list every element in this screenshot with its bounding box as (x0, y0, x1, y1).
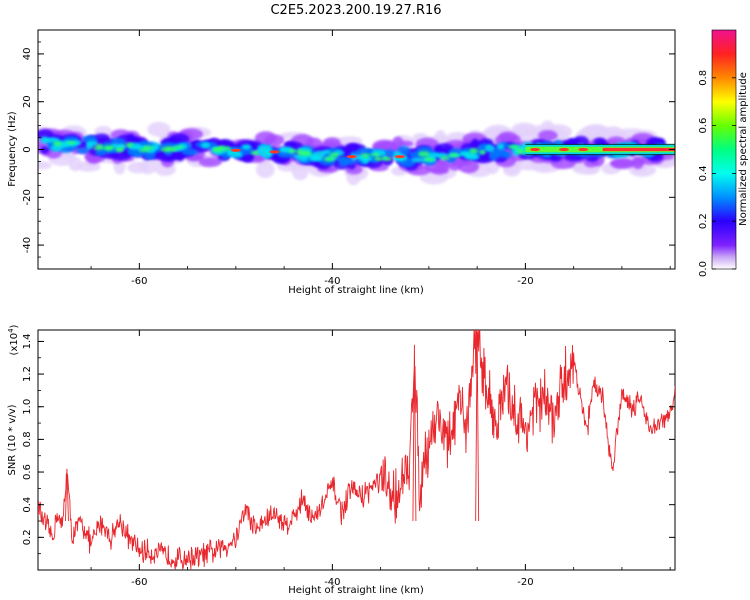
x-tick-label: -40 (324, 577, 340, 588)
snr-series-line (38, 330, 675, 570)
colorbar-label: Normalized spectral amplitude (738, 72, 749, 226)
snr-xlabel: Height of straight line (km) (288, 585, 424, 596)
colorbar-tick-label: 0.4 (698, 165, 709, 181)
snr-ticks: -60 -40 -20 0.2 0.4 0.6 0.8 1.0 1.2 1.4 (22, 330, 675, 588)
y-tick-label: 1.4 (22, 333, 33, 349)
y-tick-label: -40 (22, 237, 33, 253)
x-tick-label: -40 (324, 276, 340, 287)
y-tick-label: 40 (22, 48, 33, 61)
snr-ylabel: SNR (10 * v/v) (7, 404, 18, 475)
spectrogram-ridge-core (230, 143, 675, 159)
y-tick-label: 0.4 (22, 497, 33, 513)
colorbar-gradient (711, 29, 737, 270)
colorbar: 0.0 0.2 0.4 0.6 0.8 Normalized spectral ampl… (698, 29, 749, 277)
snr-peak (412, 344, 417, 522)
x-tick-label: -20 (517, 276, 533, 287)
chart-title: C2E5.2023.200.19.27.R16 (270, 3, 441, 18)
snr-plot-area (38, 330, 675, 570)
y-tick-label: 0.8 (22, 431, 33, 447)
snr-panel: -60 -40 -20 0.2 0.4 0.6 0.8 1.0 1.2 1.4 Height of… (7, 324, 676, 596)
y-tick-label: 20 (22, 95, 33, 108)
y-tick-label: 0.2 (22, 529, 33, 545)
y-tick-label: -20 (22, 189, 33, 205)
spectrogram-image (38, 120, 675, 186)
spectrogram-ylabel: Frequency (Hz) (7, 111, 18, 187)
colorbar-tick-label: 0.6 (698, 118, 709, 134)
snr-frame (37, 329, 676, 571)
x-tick-label: -60 (131, 577, 147, 588)
x-tick-label: -20 (517, 577, 533, 588)
y-tick-label: 0.6 (22, 464, 33, 480)
y-tick-label: 0 (22, 146, 33, 152)
y-tick-label: 1.2 (22, 366, 33, 382)
snr-scale-label: (x104) (7, 324, 20, 355)
y-tick-label: 1.0 (22, 399, 33, 415)
snr-peak (475, 331, 480, 522)
spectrogram-ticks: -60 -40 -20 40 20 0 -20 -40 (22, 29, 675, 287)
snr-peak (65, 468, 69, 522)
x-tick-label: -60 (131, 276, 147, 287)
colorbar-tick-label: 0.0 (698, 261, 709, 277)
colorbar-tick-label: 0.2 (698, 213, 709, 229)
colorbar-ticks: 0.0 0.2 0.4 0.6 0.8 (698, 70, 736, 277)
colorbar-tick-label: 0.8 (698, 70, 709, 86)
spectrogram-xlabel: Height of straight line (km) (288, 285, 424, 296)
spectrogram-panel: -60 -40 -20 40 20 0 -20 -40 Height of straight … (7, 29, 676, 296)
